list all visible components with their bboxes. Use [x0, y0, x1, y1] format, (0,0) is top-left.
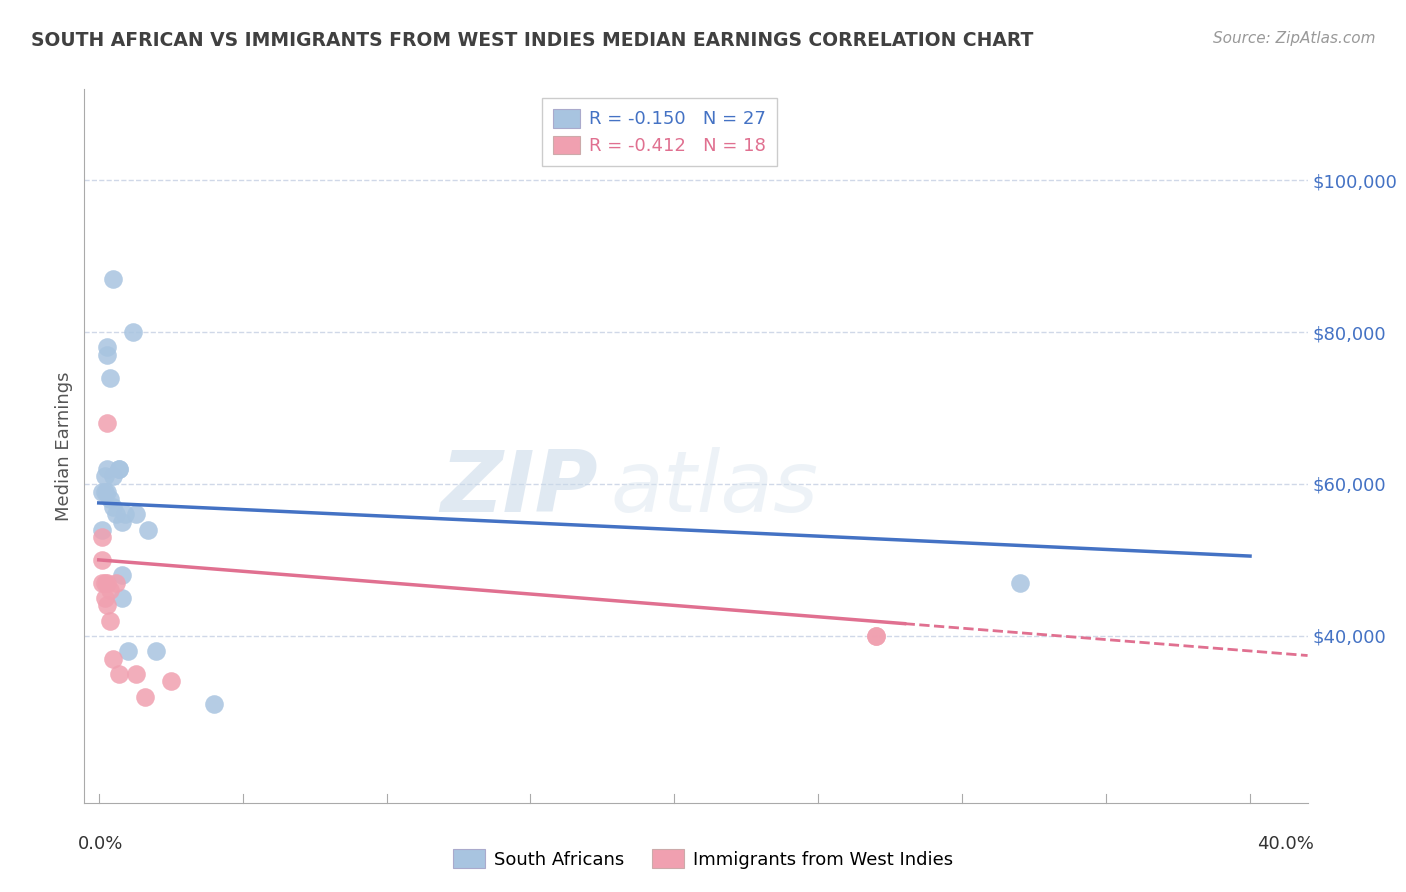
Point — [96, 599, 118, 613]
Point — [93, 591, 115, 605]
Point — [101, 469, 124, 483]
Point — [105, 508, 128, 522]
Point — [117, 644, 139, 658]
Point — [98, 370, 121, 384]
Point — [93, 575, 115, 590]
Point — [98, 614, 121, 628]
Point — [1008, 575, 1031, 590]
Text: Source: ZipAtlas.com: Source: ZipAtlas.com — [1212, 31, 1375, 46]
Point — [202, 697, 225, 711]
Point — [90, 553, 112, 567]
Point — [96, 348, 118, 362]
Point — [108, 462, 131, 476]
Point — [101, 272, 124, 286]
Point — [96, 462, 118, 476]
Text: 40.0%: 40.0% — [1257, 835, 1313, 853]
Point — [93, 469, 115, 483]
Point — [93, 484, 115, 499]
Point — [114, 508, 136, 522]
Point — [108, 462, 131, 476]
Point — [134, 690, 156, 704]
Point — [111, 568, 134, 582]
Point — [145, 644, 167, 658]
Point — [111, 591, 134, 605]
Point — [865, 629, 887, 643]
Point — [96, 416, 118, 430]
Point — [98, 583, 121, 598]
Point — [136, 523, 159, 537]
Point — [159, 674, 181, 689]
Y-axis label: Median Earnings: Median Earnings — [55, 371, 73, 521]
Legend: South Africans, Immigrants from West Indies: South Africans, Immigrants from West Ind… — [446, 842, 960, 876]
Point — [865, 629, 887, 643]
Point — [90, 575, 112, 590]
Point — [125, 508, 148, 522]
Point — [111, 515, 134, 529]
Point — [90, 530, 112, 544]
Point — [96, 340, 118, 354]
Point — [122, 325, 145, 339]
Text: 0.0%: 0.0% — [79, 835, 124, 853]
Point — [98, 492, 121, 507]
Point — [125, 666, 148, 681]
Point — [90, 523, 112, 537]
Point — [101, 500, 124, 514]
Point — [105, 575, 128, 590]
Text: atlas: atlas — [610, 447, 818, 531]
Legend: R = -0.150   N = 27, R = -0.412   N = 18: R = -0.150 N = 27, R = -0.412 N = 18 — [541, 98, 776, 166]
Point — [101, 651, 124, 665]
Point — [96, 484, 118, 499]
Text: SOUTH AFRICAN VS IMMIGRANTS FROM WEST INDIES MEDIAN EARNINGS CORRELATION CHART: SOUTH AFRICAN VS IMMIGRANTS FROM WEST IN… — [31, 31, 1033, 50]
Point — [96, 575, 118, 590]
Text: ZIP: ZIP — [440, 447, 598, 531]
Point — [108, 666, 131, 681]
Point — [90, 484, 112, 499]
